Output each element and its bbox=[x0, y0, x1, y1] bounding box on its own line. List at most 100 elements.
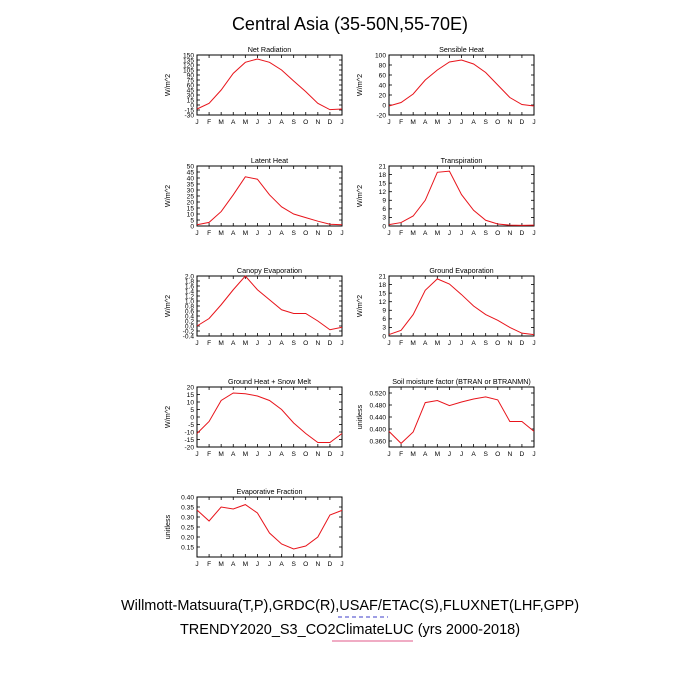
panel-title: Sensible Heat bbox=[439, 45, 484, 54]
y-tick-label: 2.0 bbox=[185, 273, 194, 280]
y-tick-label: 12 bbox=[379, 189, 387, 196]
x-tick-label: A bbox=[471, 340, 476, 347]
x-tick-label: M bbox=[218, 340, 224, 347]
x-tick-label: N bbox=[315, 340, 320, 347]
y-axis-label: unitless bbox=[163, 514, 172, 539]
y-tick-label: 40 bbox=[187, 175, 195, 182]
chart-panel: Net Radiation W/m^2 -30-150153045607590105… bbox=[163, 45, 344, 126]
x-tick-label: J bbox=[460, 340, 463, 347]
x-tick-label: O bbox=[303, 119, 308, 126]
x-tick-label: M bbox=[435, 230, 441, 237]
x-tick-label: D bbox=[328, 340, 333, 347]
y-tick-label: 0 bbox=[190, 102, 194, 109]
x-tick-label: O bbox=[495, 119, 500, 126]
panel-title: Evaporative Fraction bbox=[237, 487, 303, 496]
y-tick-label: 0.15 bbox=[181, 544, 194, 551]
x-tick-label: J bbox=[340, 230, 343, 237]
x-tick-label: S bbox=[483, 119, 488, 126]
x-tick-label: F bbox=[207, 340, 211, 347]
plot-frame bbox=[196, 165, 343, 227]
x-tick-label: J bbox=[256, 119, 259, 126]
y-tick-label: 0.35 bbox=[181, 504, 194, 511]
x-tick-label: M bbox=[218, 230, 224, 237]
y-tick-label: 9 bbox=[382, 198, 386, 205]
y-tick-label: 20 bbox=[187, 384, 195, 391]
y-tick-label: 120 bbox=[183, 62, 194, 69]
x-tick-label: N bbox=[315, 451, 320, 458]
y-tick-label: 0.2 bbox=[185, 318, 194, 325]
y-tick-label: -0.2 bbox=[183, 328, 195, 335]
y-axis-label: W/m^2 bbox=[163, 295, 172, 317]
y-tick-label: 12 bbox=[379, 299, 387, 306]
x-tick-label: J bbox=[340, 119, 343, 126]
y-tick-label: -10 bbox=[184, 429, 194, 436]
y-tick-label: -20 bbox=[184, 444, 194, 451]
y-tick-label: -30 bbox=[184, 112, 194, 119]
footer-experiment: TRENDY2020_S3_CO2ClimateLUC (yrs 2000-20… bbox=[180, 622, 520, 638]
y-tick-label: 30 bbox=[187, 187, 195, 194]
y-axis-label: W/m^2 bbox=[355, 295, 364, 317]
x-tick-label: M bbox=[243, 119, 249, 126]
y-tick-label: 20 bbox=[379, 92, 387, 99]
footer-datasets: Willmott-Matsuura(T,P),GRDC(R),USAF/ETAC… bbox=[121, 598, 579, 614]
x-tick-label: F bbox=[207, 561, 211, 568]
x-tick-label: A bbox=[471, 230, 476, 237]
series-line bbox=[388, 278, 535, 336]
x-tick-label: D bbox=[328, 561, 333, 568]
series-line bbox=[388, 59, 535, 107]
y-tick-label: 150 bbox=[183, 52, 194, 59]
y-axis-label: W/m^2 bbox=[355, 185, 364, 207]
x-tick-label: M bbox=[410, 230, 416, 237]
x-tick-label: A bbox=[279, 451, 284, 458]
x-tick-label: J bbox=[256, 340, 259, 347]
x-tick-label: D bbox=[328, 119, 333, 126]
panels-group: Net RadiationW/m^2-30-150153045607590105… bbox=[163, 45, 536, 568]
x-tick-label: A bbox=[423, 119, 428, 126]
y-tick-label: 21 bbox=[379, 273, 387, 280]
y-tick-label: 40 bbox=[379, 82, 387, 89]
series-line bbox=[196, 58, 343, 111]
y-tick-label: 18 bbox=[379, 172, 387, 179]
y-tick-label: 1.4 bbox=[185, 288, 194, 295]
x-tick-label: M bbox=[410, 451, 416, 458]
y-tick-label: 0.480 bbox=[369, 402, 386, 409]
y-tick-label: 50 bbox=[187, 163, 195, 170]
x-tick-label: J bbox=[532, 451, 535, 458]
panel-title: Ground Evaporation bbox=[429, 266, 493, 275]
x-tick-label: J bbox=[387, 119, 390, 126]
y-tick-label: 5 bbox=[190, 217, 194, 224]
y-tick-label: 75 bbox=[187, 77, 195, 84]
x-tick-label: M bbox=[243, 230, 249, 237]
x-tick-label: A bbox=[423, 340, 428, 347]
x-tick-label: M bbox=[410, 340, 416, 347]
figure-title: Central Asia (35-50N,55-70E) bbox=[232, 14, 468, 34]
x-tick-label: D bbox=[520, 119, 525, 126]
y-tick-label: 0.25 bbox=[181, 524, 194, 531]
x-tick-label: M bbox=[243, 561, 249, 568]
x-tick-label: O bbox=[495, 230, 500, 237]
y-tick-label: 3 bbox=[382, 325, 386, 332]
x-tick-label: M bbox=[435, 340, 441, 347]
y-tick-label: 0 bbox=[382, 223, 386, 230]
y-tick-label: 0.360 bbox=[369, 438, 386, 445]
x-tick-label: N bbox=[315, 119, 320, 126]
x-tick-label: J bbox=[195, 230, 198, 237]
x-tick-label: A bbox=[423, 230, 428, 237]
y-tick-label: 6 bbox=[382, 316, 386, 323]
y-tick-label: -15 bbox=[184, 107, 194, 114]
y-tick-label: 0.400 bbox=[369, 426, 386, 433]
y-tick-label: 105 bbox=[183, 67, 194, 74]
x-tick-label: M bbox=[243, 451, 249, 458]
x-tick-label: F bbox=[399, 119, 403, 126]
y-tick-label: 0.8 bbox=[185, 303, 194, 310]
y-tick-label: 1.2 bbox=[185, 293, 194, 300]
y-tick-label: 15 bbox=[379, 290, 387, 297]
x-tick-label: A bbox=[231, 230, 236, 237]
x-tick-label: O bbox=[303, 561, 308, 568]
x-tick-label: A bbox=[471, 451, 476, 458]
y-tick-label: 0.520 bbox=[369, 390, 386, 397]
